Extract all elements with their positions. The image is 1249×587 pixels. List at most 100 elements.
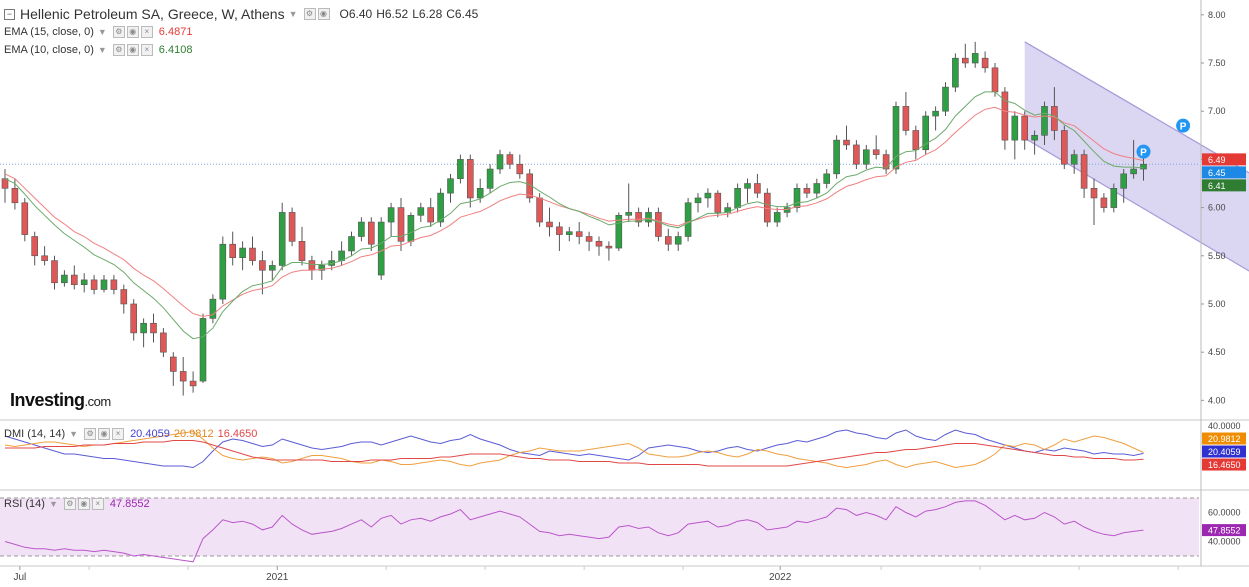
candle-body [872, 149, 880, 155]
time-tick-label: Jul [13, 572, 26, 583]
price-tag-bg [1202, 166, 1246, 179]
rsi-tick-label: 60.0000 [1208, 508, 1241, 518]
candle-body [90, 279, 98, 290]
ema15-label[interactable]: EMA (15, close, 0) [4, 26, 94, 38]
candle-body [664, 236, 672, 245]
candle [179, 356, 187, 396]
candle [793, 183, 801, 213]
candle [625, 183, 633, 223]
candle-body [565, 231, 573, 235]
candle [853, 140, 860, 170]
candle [110, 275, 118, 295]
candle-body [704, 192, 712, 199]
candle-body [843, 139, 850, 146]
candle-body [516, 163, 524, 175]
candle-body [199, 318, 207, 382]
pivot-marker-label: P [1140, 148, 1147, 159]
pivot-marker: P [1176, 118, 1191, 133]
candle [1041, 101, 1048, 145]
settings-icon[interactable]: ⚙ [112, 44, 125, 56]
candle-body [536, 197, 543, 223]
candle-body [763, 192, 771, 223]
candle [674, 231, 682, 251]
price-candles [1, 41, 1147, 396]
collapse-icon[interactable]: − [4, 8, 15, 20]
candle [575, 222, 583, 245]
candle [585, 231, 593, 251]
candle [615, 212, 623, 251]
close-icon[interactable]: × [140, 26, 153, 38]
ema-lines [4, 91, 1144, 340]
rsi-tag: 47.8552 [1202, 524, 1246, 537]
candle-body [80, 279, 88, 285]
eye-icon[interactable]: ◉ [317, 8, 330, 20]
close-icon[interactable]: × [91, 498, 104, 510]
candle [763, 188, 771, 227]
eye-icon[interactable]: ◉ [126, 26, 139, 38]
candle-body [377, 221, 385, 276]
candle-body [556, 226, 563, 235]
chevron-down-icon[interactable]: ▼ [288, 9, 298, 19]
candle [387, 202, 395, 237]
candle-body [308, 260, 316, 271]
candle [664, 228, 672, 251]
rsi-tag-text: 47.8552 [1208, 526, 1241, 536]
chevron-down-icon[interactable]: ▼ [97, 45, 107, 55]
candle [694, 193, 702, 213]
dmi-label[interactable]: DMI (14, 14) [4, 428, 66, 440]
settings-icon[interactable]: ⚙ [84, 428, 97, 440]
candle [61, 270, 68, 287]
chevron-down-icon[interactable]: ▼ [48, 499, 58, 509]
candle-body [61, 274, 68, 284]
candle [546, 207, 553, 237]
candle-body [427, 207, 435, 223]
candle [605, 241, 613, 261]
candle-body [457, 159, 464, 179]
candle-body [575, 231, 583, 237]
eye-icon[interactable]: ◉ [126, 44, 139, 56]
eye-icon[interactable]: ◉ [77, 498, 90, 510]
settings-icon[interactable]: ⚙ [63, 498, 76, 510]
candle-body [1080, 154, 1088, 189]
candle [843, 125, 850, 150]
dmi-tag-bg [1202, 445, 1246, 458]
chevron-down-icon[interactable]: ▼ [69, 429, 79, 439]
settings-icon[interactable]: ⚙ [303, 8, 316, 20]
candle-body [645, 212, 652, 223]
dmi-tag-text: 20.4059 [1208, 447, 1241, 457]
candle-body [110, 279, 118, 290]
price-tag: 6.41 [1202, 179, 1246, 192]
eye-icon[interactable]: ◉ [98, 428, 111, 440]
candle [100, 275, 108, 293]
candle-body [744, 183, 751, 189]
candle-body [1120, 173, 1127, 189]
pivot-marker-circle [1176, 118, 1191, 133]
candle-body [942, 86, 949, 112]
close-icon[interactable]: × [140, 44, 153, 56]
candle [189, 371, 197, 393]
chevron-down-icon[interactable]: ▼ [97, 27, 107, 37]
settings-icon[interactable]: ⚙ [112, 26, 125, 38]
candle-body [853, 144, 860, 165]
candle [595, 236, 603, 256]
candle [457, 154, 464, 184]
candle-body [71, 274, 78, 285]
candle-body [1021, 115, 1029, 141]
candle [961, 43, 969, 68]
price-tick-label: 5.00 [1208, 299, 1226, 309]
candle-body [229, 243, 236, 259]
dmi-tag: 20.9812 [1202, 432, 1246, 445]
dmi-tick-label: 40.0000 [1208, 421, 1241, 431]
close-icon[interactable]: × [112, 428, 125, 440]
rsi-label[interactable]: RSI (14) [4, 498, 45, 510]
candle [912, 125, 920, 160]
candle [971, 41, 979, 68]
candle [1021, 111, 1029, 150]
ema10-label[interactable]: EMA (10, close, 0) [4, 44, 94, 56]
candle-body [288, 212, 296, 242]
pivot-marker: P [1136, 144, 1151, 159]
time-tick-label: 2022 [769, 572, 792, 583]
candle-body [754, 183, 761, 194]
pivot-markers[interactable]: PP [1136, 118, 1191, 159]
